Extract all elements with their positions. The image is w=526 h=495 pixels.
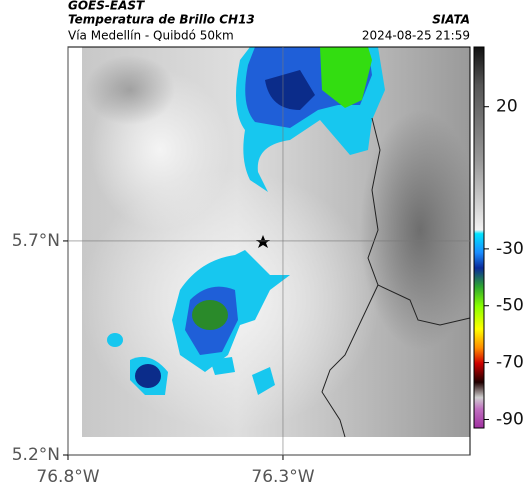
y-tick-label: 5.2°N: [12, 445, 60, 465]
source: SIATA: [432, 13, 470, 27]
y-tick-label: 5.7°N: [12, 231, 60, 251]
route: Vía Medellín - Quibdó 50km: [68, 29, 234, 43]
x-tick-label: 76.3°W: [251, 467, 314, 487]
colorbar-tick-label: -30: [496, 239, 524, 259]
colorbar-tick-label: 20: [496, 97, 518, 117]
colorbar-tick-label: -70: [496, 353, 524, 373]
product: Temperatura de Brillo CH13: [68, 13, 255, 27]
location-marker: [256, 235, 270, 248]
satellite-image: [80, 47, 480, 438]
colorbar: [473, 46, 485, 429]
colorbar-tick-label: -50: [496, 296, 524, 316]
colorbar-tick-label: -90: [496, 409, 524, 429]
x-tick-label: 76.8°W: [36, 467, 99, 487]
title: GOES-EAST: [68, 0, 145, 13]
timestamp: 2024-08-25 21:59: [362, 29, 470, 43]
